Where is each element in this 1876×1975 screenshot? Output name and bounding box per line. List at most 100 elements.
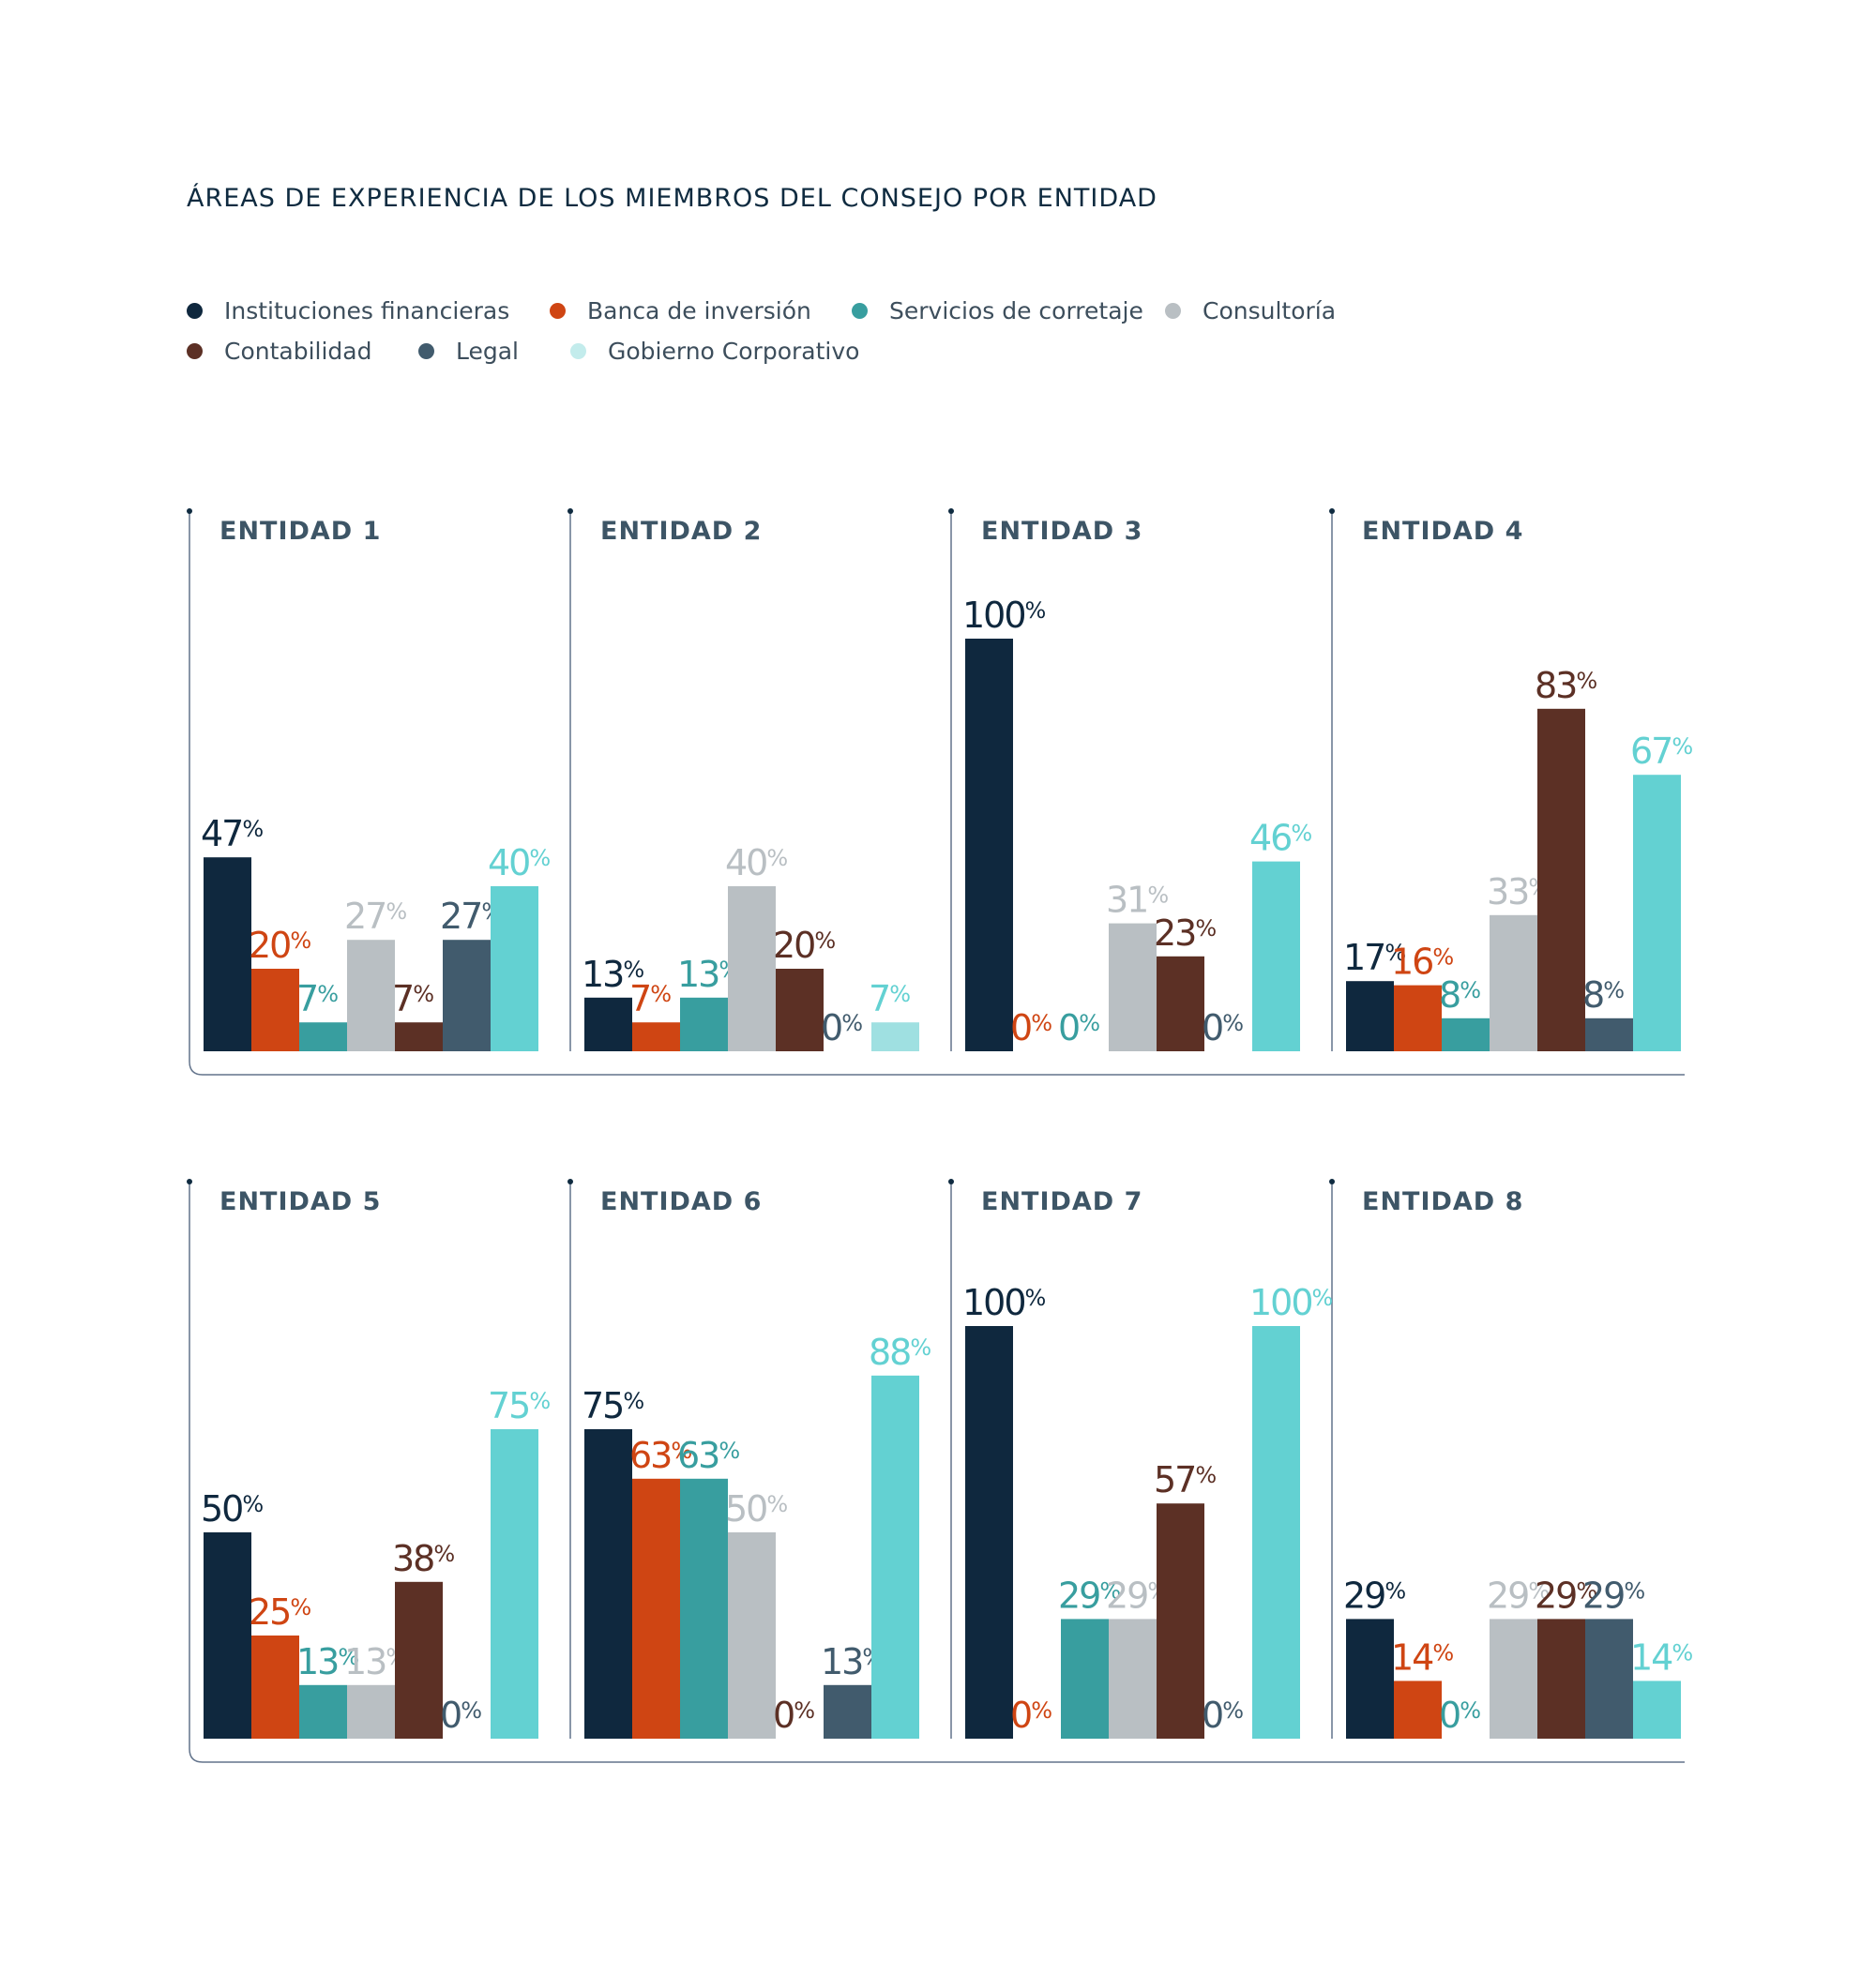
panel-title: ENTIDAD 2 xyxy=(600,517,762,546)
legend-item: Contabilidad xyxy=(187,335,371,367)
bar xyxy=(632,1478,680,1739)
data-label: 75% xyxy=(488,1385,551,1426)
legend-item: Banca de inversión xyxy=(550,294,811,326)
panel-5: ENTIDAD 550%25%13%13%38%0%75% xyxy=(201,1187,551,1739)
data-label: 7% xyxy=(629,978,672,1019)
bar xyxy=(728,886,776,1051)
panel-1: ENTIDAD 147%20%7%27%7%27%40% xyxy=(201,517,551,1051)
data-label: 50% xyxy=(201,1488,264,1530)
data-label: 38% xyxy=(392,1538,455,1579)
axis-dot xyxy=(567,1179,573,1184)
bar xyxy=(1061,1619,1109,1739)
bar xyxy=(491,886,538,1051)
data-label: 67% xyxy=(1630,731,1693,772)
data-label: 17% xyxy=(1343,937,1406,978)
bar xyxy=(1157,956,1204,1051)
data-label: 0% xyxy=(1439,1695,1481,1736)
bar xyxy=(871,1375,919,1739)
axis-dot xyxy=(187,1179,192,1184)
axis-line xyxy=(189,513,1685,1076)
panel-title: ENTIDAD 5 xyxy=(219,1187,381,1216)
data-label: 0% xyxy=(1058,1007,1100,1048)
axis-line xyxy=(189,1183,1685,1763)
bar xyxy=(1585,1018,1633,1051)
bar xyxy=(347,1684,395,1739)
bar xyxy=(871,1022,919,1051)
bar xyxy=(680,997,728,1051)
bar xyxy=(728,1532,776,1739)
legend-label: Banca de inversión xyxy=(587,296,811,324)
legend-label: Servicios de corretaje xyxy=(889,296,1143,324)
panel-title: ENTIDAD 3 xyxy=(981,517,1142,546)
data-label: 88% xyxy=(869,1332,931,1373)
legend-swatch-icon xyxy=(187,342,203,359)
data-label: 7% xyxy=(392,978,434,1019)
data-label: 23% xyxy=(1154,912,1217,954)
bar xyxy=(1442,1018,1490,1051)
data-label: 31% xyxy=(1106,880,1169,921)
data-label: 29% xyxy=(1058,1575,1121,1616)
legend-label: Gobierno Corporativo xyxy=(608,337,860,365)
legend-label: Legal xyxy=(456,337,520,365)
data-label: 14% xyxy=(1391,1636,1454,1678)
bar xyxy=(1394,985,1442,1051)
data-label: 100% xyxy=(962,595,1046,636)
data-label: 29% xyxy=(1487,1575,1550,1616)
panel-title: ENTIDAD 8 xyxy=(1362,1187,1523,1216)
row-frame xyxy=(187,508,1685,1076)
legend-swatch-icon xyxy=(570,342,586,359)
panel-2: ENTIDAD 213%7%13%40%20%0%7% xyxy=(582,517,919,1051)
panel-4: ENTIDAD 417%16%8%33%83%8%67% xyxy=(1343,517,1693,1051)
data-label: 46% xyxy=(1249,818,1312,859)
bar xyxy=(965,639,1013,1051)
panel-title: ENTIDAD 7 xyxy=(981,1187,1142,1216)
data-label: 20% xyxy=(249,925,311,966)
bar xyxy=(1252,861,1300,1051)
bar xyxy=(1490,1619,1537,1739)
bar xyxy=(1346,1619,1394,1739)
data-label: 47% xyxy=(201,813,264,854)
data-label: 7% xyxy=(869,978,911,1019)
legend-label: Contabilidad xyxy=(224,337,372,365)
panel-title: ENTIDAD 1 xyxy=(219,517,381,546)
panel-8: ENTIDAD 829%14%0%29%29%29%14% xyxy=(1343,1187,1693,1739)
data-label: 0% xyxy=(1202,1007,1244,1048)
data-label: 40% xyxy=(488,842,551,883)
data-label: 0% xyxy=(1010,1695,1052,1736)
bar xyxy=(443,940,491,1051)
panel-title: ENTIDAD 6 xyxy=(600,1187,762,1216)
legend-swatch-icon xyxy=(852,302,868,319)
data-label: 16% xyxy=(1391,942,1454,983)
data-label: 29% xyxy=(1343,1575,1406,1616)
data-label: 0% xyxy=(1202,1695,1244,1736)
data-label: 13% xyxy=(296,1641,359,1682)
bar xyxy=(1109,923,1157,1051)
bar xyxy=(632,1022,680,1051)
legend-label: Instituciones financieras xyxy=(224,296,510,324)
data-label: 100% xyxy=(962,1282,1046,1323)
bar xyxy=(1109,1619,1157,1739)
bar xyxy=(204,857,251,1051)
data-label: 83% xyxy=(1535,665,1597,706)
bar xyxy=(347,940,395,1051)
data-label: 0% xyxy=(440,1695,482,1736)
data-label: 63% xyxy=(629,1435,692,1476)
data-label: 29% xyxy=(1582,1575,1645,1616)
data-label: 63% xyxy=(677,1435,740,1476)
axis-dot xyxy=(948,1179,954,1184)
bar xyxy=(584,1429,632,1739)
bar xyxy=(491,1429,538,1739)
axis-dot xyxy=(567,508,573,514)
data-label: 0% xyxy=(821,1007,863,1048)
legend-label: Consultoría xyxy=(1203,296,1337,324)
bar xyxy=(824,1684,871,1739)
axis-dot xyxy=(948,508,954,514)
data-label: 20% xyxy=(773,925,836,966)
bar xyxy=(1252,1326,1300,1739)
bar xyxy=(680,1478,728,1739)
panel-title: ENTIDAD 4 xyxy=(1362,517,1523,546)
axis-dot xyxy=(1329,1179,1335,1184)
